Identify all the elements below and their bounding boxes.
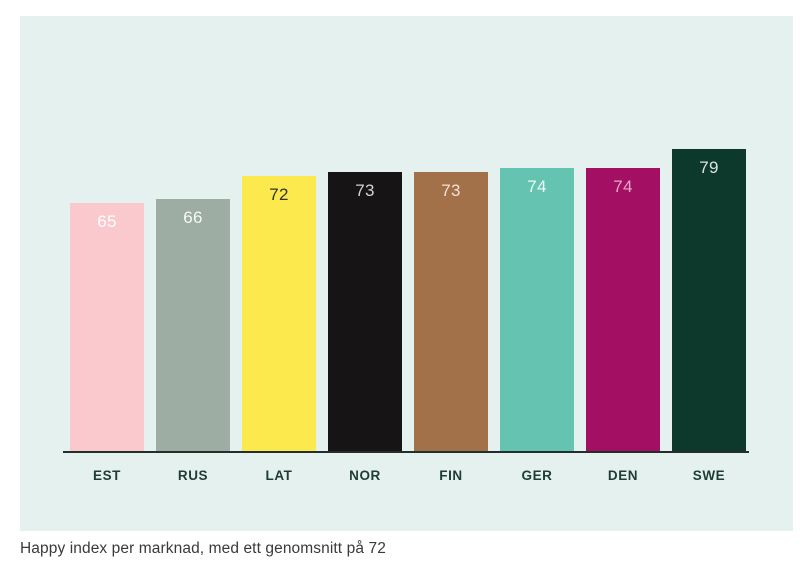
x-axis-tick-labels: EST RUS LAT NOR FIN GER DEN SWE <box>70 468 746 483</box>
x-tick-label-lat: LAT <box>265 468 293 483</box>
bar-lat: 72 <box>242 175 316 451</box>
x-tick-label-rus: RUS <box>177 468 209 483</box>
bar-est: 65 <box>70 202 144 451</box>
x-tick-label-nor: NOR <box>349 468 381 483</box>
bar-value-label: 73 <box>355 180 375 200</box>
bar-swe: 79 <box>672 149 746 451</box>
chart-caption: Happy index per marknad, med ett genomsn… <box>20 540 386 557</box>
x-tick-label-fin: FIN <box>439 468 463 483</box>
bar-nor: 73 <box>328 171 402 451</box>
bar-chart: 65 66 72 73 73 74 74 79 <box>70 16 746 451</box>
x-tick-label-swe: SWE <box>692 468 726 483</box>
x-tick-label-est: EST <box>92 468 122 483</box>
bar-value-label: 73 <box>441 180 461 200</box>
x-tick-label-den: DEN <box>607 468 639 483</box>
bar-value-label: 79 <box>699 158 719 177</box>
bar-value-label: 74 <box>613 177 633 197</box>
bar-value-label: 66 <box>183 207 203 227</box>
bar-den: 74 <box>586 168 660 451</box>
bar-value-label: 74 <box>527 177 547 197</box>
bar-ger: 74 <box>500 168 574 451</box>
chart-panel: 65 66 72 73 73 74 74 79 EST RUS LAT NOR FIN GER DEN SW… <box>20 16 793 531</box>
x-tick-label-ger: GER <box>521 468 553 483</box>
bar-fin: 73 <box>414 171 488 451</box>
bar-value-label: 72 <box>269 184 289 204</box>
x-axis-line <box>63 451 749 453</box>
bar-value-label: 65 <box>97 211 117 231</box>
bar-rus: 66 <box>156 198 230 451</box>
